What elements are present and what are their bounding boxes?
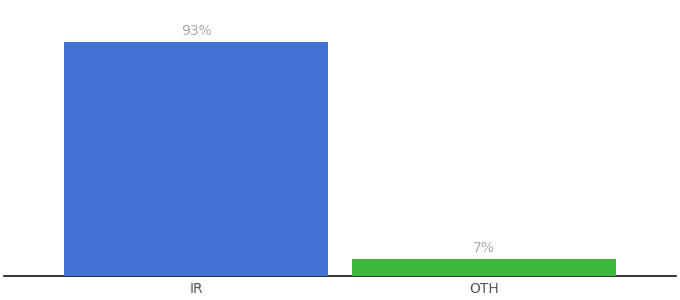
Text: 7%: 7% [473, 241, 495, 255]
Bar [352, 259, 616, 276]
Bar [64, 42, 328, 276]
Text: 93%: 93% [181, 24, 211, 38]
